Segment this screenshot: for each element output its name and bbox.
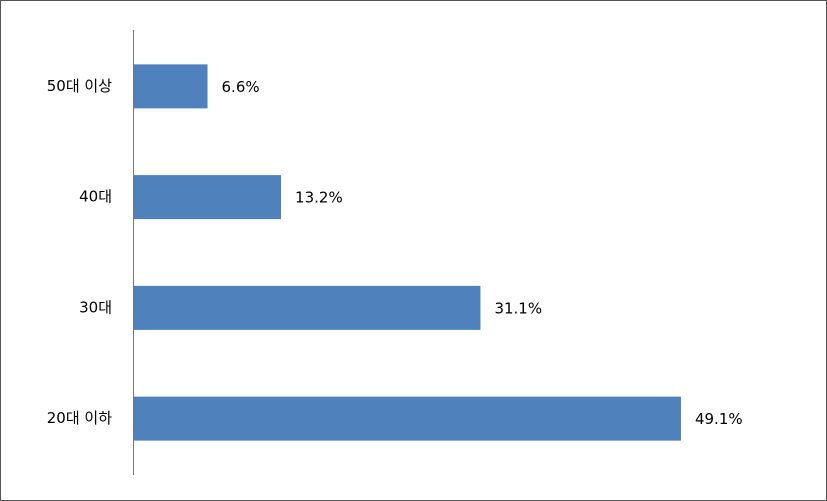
data-label: 49.1%	[695, 410, 743, 428]
y-tick-label: 20대 이하	[47, 409, 112, 427]
bar	[134, 175, 282, 220]
bar	[134, 396, 681, 441]
data-label: 13.2%	[295, 189, 343, 207]
bar	[134, 64, 208, 109]
bar	[134, 285, 481, 330]
y-tick-label: 30대	[79, 298, 112, 316]
y-tick-label: 50대 이상	[47, 77, 112, 95]
y-tick-label: 40대	[79, 188, 112, 206]
data-label: 6.6%	[222, 78, 260, 96]
data-label: 31.1%	[494, 299, 542, 317]
